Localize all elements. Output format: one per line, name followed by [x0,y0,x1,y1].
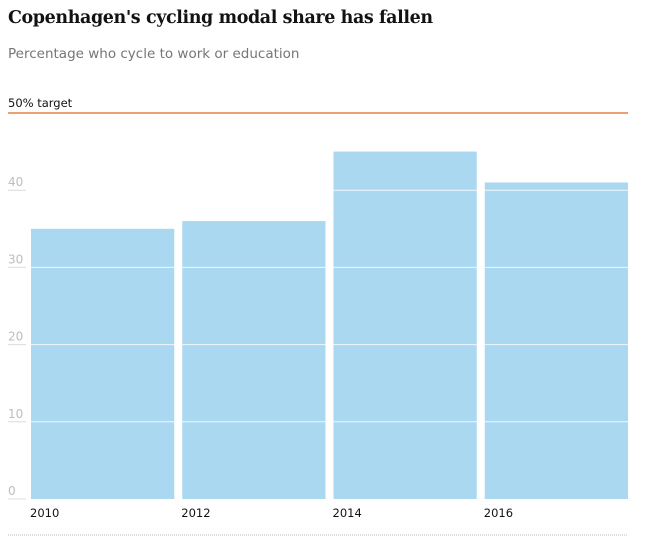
target-label: 50% target [8,96,73,110]
bar-2010 [31,228,175,500]
x-axis: 2010 2012 2014 2016 [30,506,513,520]
chart-subtitle: Percentage who cycle to work or educatio… [8,46,300,62]
bars [31,151,628,500]
x-tick-label: 2012 [181,506,210,520]
y-tick-label: 20 [8,330,23,344]
bar-2016 [484,182,628,500]
chart-title: Copenhagen's cycling modal share has fal… [8,8,433,28]
x-tick-label: 2014 [333,506,362,520]
y-tick-label: 10 [8,407,23,421]
y-tick-label: 30 [8,252,23,266]
bar-2012 [182,221,326,499]
bar-2014 [333,151,477,499]
x-tick-label: 2010 [30,506,59,520]
y-tick-label: 0 [8,484,16,498]
y-tick-label: 40 [8,175,23,189]
y-axis: 0 10 20 30 40 [8,175,26,500]
gridlines [31,189,628,423]
x-tick-label: 2016 [484,506,513,520]
target-annotation: 50% target [8,96,628,114]
